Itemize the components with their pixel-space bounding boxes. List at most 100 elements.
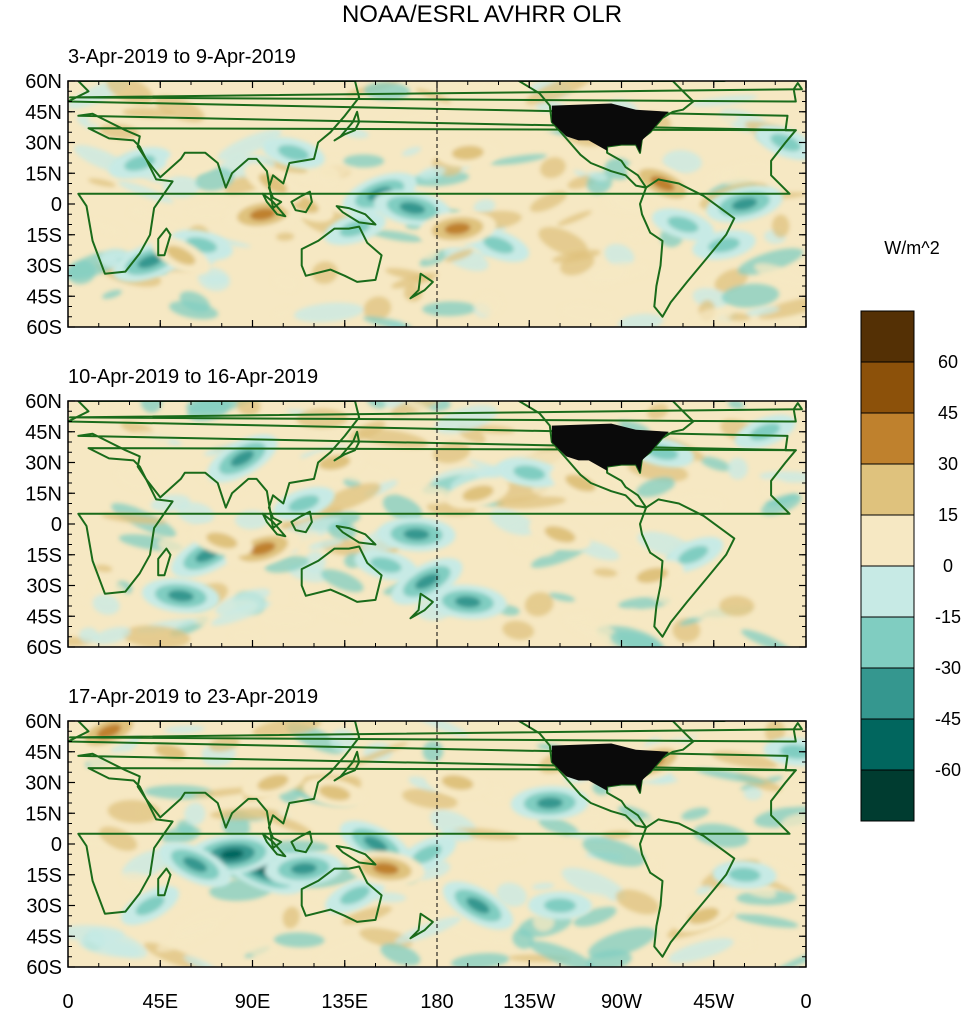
anomaly-contour xyxy=(444,222,471,235)
texture-blob xyxy=(768,305,806,327)
anomaly-contour xyxy=(399,202,426,215)
coastline-eurasia xyxy=(68,401,797,530)
anomaly-contour xyxy=(166,151,216,175)
texture-blob xyxy=(530,191,567,212)
anomaly-contour xyxy=(258,173,288,194)
x-tick-label: 180 xyxy=(420,991,453,1013)
texture-blob xyxy=(252,721,322,738)
texture-blob xyxy=(215,588,271,615)
texture-blob xyxy=(169,301,219,320)
y-tick-label: 45S xyxy=(26,926,62,948)
x-tick-label: 45E xyxy=(142,991,178,1013)
coastline-uk xyxy=(69,722,803,743)
texture-blob xyxy=(602,196,641,214)
anomaly-contour xyxy=(466,897,490,914)
anomaly-contour xyxy=(206,532,238,549)
texture-blob xyxy=(92,594,120,615)
texture-blob xyxy=(662,150,702,174)
texture-blob xyxy=(320,569,364,593)
y-tick-label: 45S xyxy=(26,606,62,628)
texture-blob xyxy=(161,825,201,844)
texture-blob xyxy=(363,82,411,100)
anomaly-contour xyxy=(363,836,388,852)
coastline-greenland xyxy=(0,71,23,81)
texture-blob xyxy=(529,940,595,967)
anomalies xyxy=(141,414,796,620)
texture xyxy=(68,401,806,647)
y-tick-label: 30S xyxy=(26,256,62,278)
texture-blob xyxy=(403,285,422,302)
colorbar-label: -15 xyxy=(935,607,961,627)
texture-blob xyxy=(183,955,217,967)
anomaly-contour xyxy=(372,862,399,875)
coastline-borneo xyxy=(290,190,313,214)
y-tick-label: 0 xyxy=(51,514,62,536)
texture-blob xyxy=(640,587,679,607)
anomaly-contour xyxy=(124,155,156,171)
texture-blob xyxy=(433,441,471,464)
texture-blob xyxy=(94,564,113,573)
anomaly-contour xyxy=(96,724,122,739)
texture-blob xyxy=(402,788,458,809)
texture-blob xyxy=(154,95,205,123)
texture-blob xyxy=(163,725,206,734)
texture-blob xyxy=(445,249,473,262)
anomaly-contour xyxy=(544,526,576,543)
texture-blob xyxy=(114,467,155,491)
anomaly-contour xyxy=(137,254,163,269)
anomaly-contour xyxy=(230,450,255,467)
x-tick-label: 0 xyxy=(800,991,811,1013)
coastline-nz xyxy=(409,272,434,300)
texture-blob xyxy=(77,115,100,130)
texture-blob xyxy=(404,401,434,414)
texture-blob xyxy=(758,296,806,320)
texture-blob xyxy=(758,478,790,501)
panel-3-field xyxy=(68,721,806,967)
texture-blob xyxy=(261,812,312,835)
y-tick-label: 45N xyxy=(25,422,62,444)
texture-blob xyxy=(764,721,786,743)
texture-blob xyxy=(413,721,469,737)
texture-blob xyxy=(736,933,755,952)
texture-blob xyxy=(79,627,99,644)
y-tick-label: 30S xyxy=(26,576,62,598)
x-tick-label: 0 xyxy=(62,991,73,1013)
texture-blob xyxy=(700,456,732,472)
texture-blob xyxy=(282,906,300,929)
coastline-australia xyxy=(300,225,383,283)
y-tick-label: 15S xyxy=(26,545,62,567)
coastline-greenland xyxy=(711,401,728,402)
texture-blob xyxy=(496,882,527,907)
y-tick-label: 15S xyxy=(26,225,62,247)
texture-blob xyxy=(502,620,534,640)
coastline-newguinea xyxy=(335,205,377,226)
texture-blob xyxy=(78,937,140,958)
texture-blob xyxy=(636,476,675,498)
coastline-greenland xyxy=(0,391,23,401)
colorbar-box xyxy=(860,412,915,465)
texture-blob xyxy=(417,904,445,914)
y-tick-label: 60N xyxy=(25,71,62,93)
texture-blob xyxy=(217,129,282,161)
panel-3: 17-Apr-2019 to 23-Apr-2019 60N 45N 30N 15N 0 1… xyxy=(25,686,807,979)
texture-blob xyxy=(259,608,315,628)
colorbar-label: 60 xyxy=(938,352,958,372)
anomaly-contour xyxy=(728,867,761,882)
coastlines xyxy=(68,721,803,958)
y-tick-label: 60S xyxy=(26,957,62,979)
texture-blob xyxy=(745,306,780,316)
texture-blob xyxy=(474,293,503,316)
texture-blob xyxy=(315,935,384,964)
texture-blob xyxy=(686,306,733,327)
coastline-nz xyxy=(409,912,434,940)
anomaly-contour xyxy=(565,474,596,492)
texture-blob xyxy=(593,568,618,577)
texture-blob xyxy=(562,612,599,620)
texture-blob xyxy=(101,513,167,525)
texture-blob xyxy=(273,932,325,948)
texture-blob xyxy=(236,401,261,416)
anomaly-contour xyxy=(451,145,484,160)
anomaly-contour xyxy=(288,495,320,512)
anomaly-contour xyxy=(290,862,317,875)
